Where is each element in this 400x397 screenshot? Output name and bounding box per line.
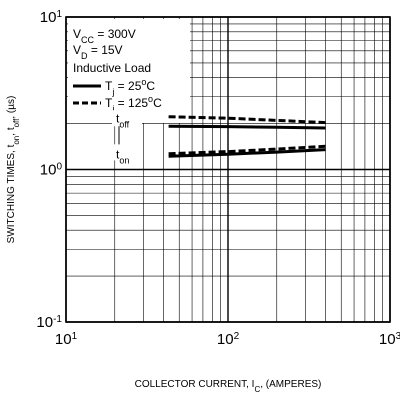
annotation-t-off: toff — [116, 111, 130, 129]
series-line-t_on_25C — [168, 148, 326, 158]
x-axis-title: COLLECTOR CURRENT, IC, (AMPERES) — [135, 379, 322, 394]
annotation-bg — [112, 110, 142, 127]
series-line-t_off_25C — [168, 124, 326, 130]
legend-label: Tj = 125oC — [105, 94, 162, 114]
y-tick-label: 10-1 — [36, 314, 62, 332]
annotation-bg — [112, 144, 142, 161]
condition-label: VD = 15V — [73, 43, 123, 61]
condition-label: Inductive Load — [73, 61, 151, 75]
condition-label: VCC = 300V — [73, 27, 136, 45]
series-line-t_off_125C — [168, 115, 326, 125]
labels: toff ton 101 102 103 10-1 100 101 COLLECTOR CURR… — [6, 9, 400, 394]
y-tick-label: 101 — [40, 9, 63, 27]
annotation-t-on: ton — [116, 147, 129, 165]
legend-box — [68, 19, 190, 123]
series-group — [168, 115, 326, 158]
x-tick-label: 101 — [55, 331, 78, 349]
legend-label: Tj = 25oC — [105, 77, 155, 97]
grid — [65, 16, 391, 323]
y-tick-label: 100 — [40, 161, 63, 179]
series-line-t_on_125C — [168, 144, 326, 156]
x-tick-label: 103 — [379, 331, 400, 349]
y-axis-title: SWITCHING TIMES, ton, toff, (µs) — [6, 96, 21, 244]
plot-frame — [65, 16, 391, 323]
x-tick-label: 102 — [217, 331, 240, 349]
